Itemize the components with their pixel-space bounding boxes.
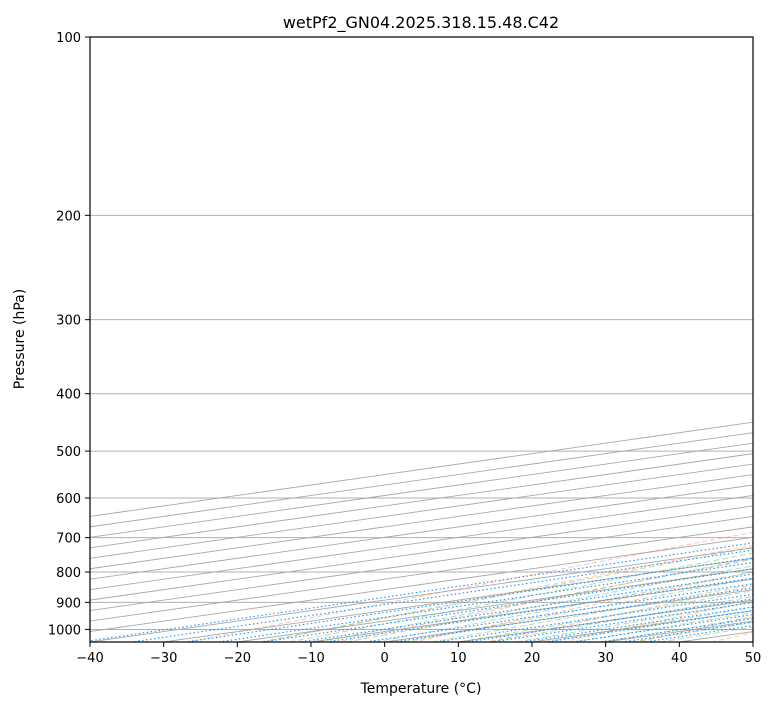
x-tick-label: 50 bbox=[745, 651, 762, 666]
isotherm-line bbox=[90, 495, 753, 591]
x-tick-label: −40 bbox=[76, 651, 103, 666]
mixing-ratio-line bbox=[546, 610, 753, 642]
mixing-ratio-line bbox=[185, 557, 753, 642]
dry-adiabat-line bbox=[412, 571, 753, 642]
mixing-ratio-line bbox=[90, 542, 753, 642]
x-tick-label: 40 bbox=[671, 651, 688, 666]
x-tick-label: 20 bbox=[524, 651, 541, 666]
y-axis-label: Pressure (hPa) bbox=[12, 289, 28, 389]
x-tick-label: −10 bbox=[297, 651, 324, 666]
moist-adiabat-line bbox=[488, 596, 753, 642]
x-axis-label: Temperature (°C) bbox=[360, 681, 482, 697]
x-tick-label: 30 bbox=[597, 651, 614, 666]
y-tick-label: 1000 bbox=[48, 623, 81, 638]
mixing-ratio-line bbox=[131, 549, 753, 642]
x-tick-label: −30 bbox=[150, 651, 177, 666]
y-tick-label: 200 bbox=[56, 209, 81, 224]
isotherm-line bbox=[90, 515, 753, 612]
mixing-ratio-line bbox=[365, 583, 753, 642]
moist-adiabat-line bbox=[459, 590, 753, 642]
mixing-ratio-line bbox=[436, 593, 753, 642]
y-tick-label: 100 bbox=[56, 31, 81, 46]
y-tick-label: 900 bbox=[56, 596, 81, 611]
isotherm-line bbox=[90, 453, 753, 549]
moist-adiabat-line bbox=[317, 558, 753, 642]
isotherm-line bbox=[90, 463, 753, 559]
isotherm-line bbox=[90, 484, 753, 580]
background-lines bbox=[90, 37, 753, 642]
mixing-ratio-line bbox=[262, 568, 753, 642]
x-tick-label: −20 bbox=[224, 651, 251, 666]
moist-adiabat-line bbox=[346, 565, 753, 642]
moist-adiabat-line bbox=[403, 577, 753, 642]
isotherm-line bbox=[90, 536, 753, 632]
x-tick-label: 0 bbox=[381, 651, 389, 666]
isotherm-line bbox=[90, 526, 753, 622]
dry-adiabat-line bbox=[487, 585, 753, 642]
x-axis: −40 −30 −20 −10 0 10 20 30 40 50 bbox=[76, 642, 761, 666]
y-tick-label: 800 bbox=[56, 566, 81, 581]
x-tick-label: 10 bbox=[450, 651, 467, 666]
plot-frame bbox=[89, 36, 754, 643]
y-tick-label: 400 bbox=[56, 388, 81, 403]
isotherm-line bbox=[90, 474, 753, 570]
chart-title: wetPf2_GN04.2025.318.15.48.C42 bbox=[283, 13, 559, 33]
y-tick-label: 700 bbox=[56, 532, 81, 547]
isotherm-line bbox=[90, 505, 753, 601]
y-tick-label: 600 bbox=[56, 492, 81, 507]
y-tick-label: 500 bbox=[56, 445, 81, 460]
y-axis: 100 200 300 400 500 600 700 800 900 1000 bbox=[48, 31, 90, 638]
mixing-ratio-line bbox=[492, 601, 753, 642]
y-tick-label: 300 bbox=[56, 314, 81, 329]
